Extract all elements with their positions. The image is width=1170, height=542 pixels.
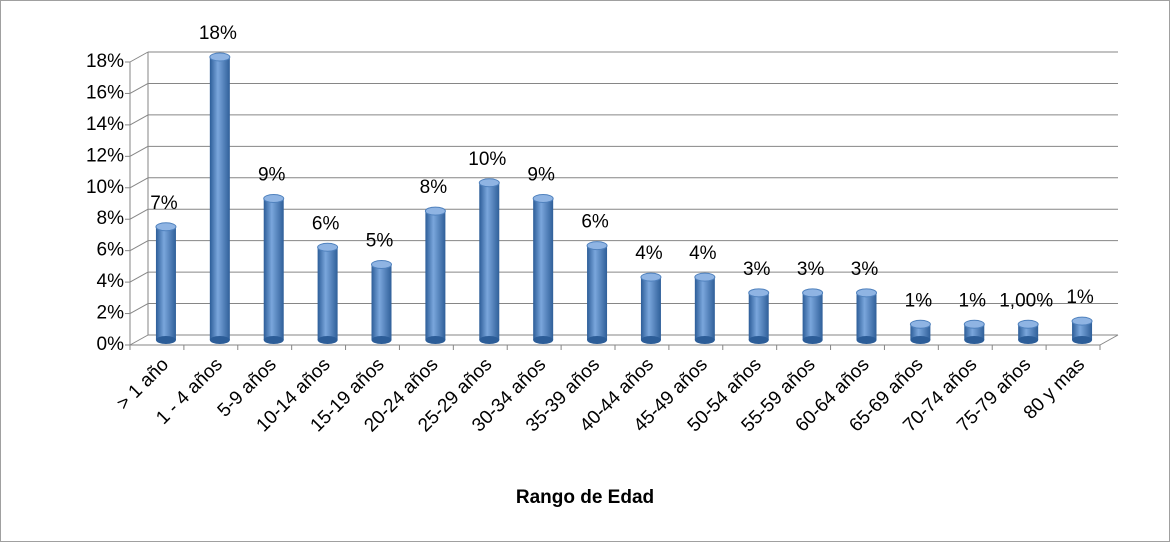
value-label: 10% <box>468 149 506 170</box>
bar <box>1072 321 1093 340</box>
value-label: 1,00% <box>999 290 1053 311</box>
bar-top <box>909 319 931 329</box>
bar-bottom <box>479 336 500 344</box>
grid-side <box>129 177 149 189</box>
grid-side <box>129 51 149 63</box>
value-label: 3% <box>797 259 825 280</box>
bar <box>640 277 661 340</box>
bar-bottom <box>964 336 985 344</box>
value-label: 1% <box>959 290 987 311</box>
value-label: 4% <box>635 243 663 264</box>
bar-top <box>694 272 716 282</box>
value-label: 6% <box>312 213 340 234</box>
bar-bottom <box>802 336 823 344</box>
value-label: 3% <box>851 259 879 280</box>
bar-bottom <box>1018 336 1039 344</box>
value-label: 1% <box>1066 287 1094 308</box>
y-tick-label: 16% <box>86 82 124 103</box>
bar-bottom <box>694 336 715 344</box>
bar <box>533 198 554 340</box>
y-tick-label: 4% <box>97 271 125 292</box>
y-tick-label: 10% <box>86 177 124 198</box>
y-tick-label: 8% <box>97 208 125 229</box>
bar-top <box>963 319 985 329</box>
value-label: 8% <box>420 177 448 198</box>
bar <box>587 245 608 340</box>
bar-bottom <box>587 336 608 344</box>
bar-bottom <box>317 336 338 344</box>
bar-top <box>748 288 770 298</box>
bar-bottom <box>640 336 661 344</box>
bar-top <box>532 194 554 203</box>
grid-side <box>129 334 149 346</box>
bar-bottom <box>533 336 554 344</box>
bar-top <box>424 206 446 216</box>
grid-side <box>129 303 149 314</box>
bar-bottom <box>910 336 931 344</box>
bar-top <box>1017 319 1039 329</box>
bar-top <box>371 260 392 270</box>
bar-bottom <box>748 336 769 344</box>
grid-side <box>129 114 149 126</box>
bar <box>479 182 500 340</box>
value-label: 6% <box>581 212 609 233</box>
bar-bottom <box>856 336 877 344</box>
bar <box>748 292 769 340</box>
value-label: 7% <box>150 193 178 214</box>
bar-top <box>155 222 177 232</box>
bar-top <box>640 272 662 282</box>
bar-top <box>1071 316 1093 326</box>
grid-side <box>129 145 149 157</box>
bar-top <box>317 242 339 252</box>
value-label: 1% <box>905 290 933 311</box>
bar-bottom <box>425 336 446 344</box>
value-label: 3% <box>743 259 771 280</box>
bar <box>317 247 338 340</box>
y-tick-label: 2% <box>97 303 125 324</box>
grid-side <box>129 208 149 220</box>
bar-bottom <box>371 336 392 344</box>
y-tick-label: 14% <box>86 114 124 135</box>
value-label: 4% <box>689 243 717 264</box>
bar <box>694 277 715 340</box>
x-axis-title: Rango de Edad <box>516 487 654 508</box>
value-label: 9% <box>258 165 286 186</box>
bar <box>425 211 446 340</box>
grid-side <box>129 240 149 252</box>
bar <box>802 292 823 340</box>
bar-top <box>856 288 877 298</box>
bar <box>263 198 284 340</box>
grid-side <box>129 271 149 283</box>
bar-top <box>802 288 824 298</box>
y-tick-label: 18% <box>86 51 124 72</box>
grid-side <box>129 83 149 94</box>
bar-bottom <box>209 336 230 344</box>
bar <box>155 226 176 340</box>
bar-bottom <box>155 336 176 344</box>
bar-top <box>263 194 285 203</box>
value-label: 9% <box>527 165 555 186</box>
y-tick-label: 0% <box>97 334 125 355</box>
floor-right <box>1099 334 1119 346</box>
bar-top <box>586 241 608 251</box>
y-tick-label: 6% <box>97 240 125 261</box>
bar-top <box>478 178 500 188</box>
bar-bottom <box>263 336 284 344</box>
bar <box>856 292 877 340</box>
value-label: 5% <box>366 231 394 252</box>
bar <box>371 264 392 340</box>
bar-top <box>209 52 231 62</box>
bar-bottom <box>1072 336 1093 344</box>
y-tick-label: 12% <box>86 145 124 166</box>
bar <box>209 57 230 340</box>
value-label: 18% <box>199 23 237 44</box>
